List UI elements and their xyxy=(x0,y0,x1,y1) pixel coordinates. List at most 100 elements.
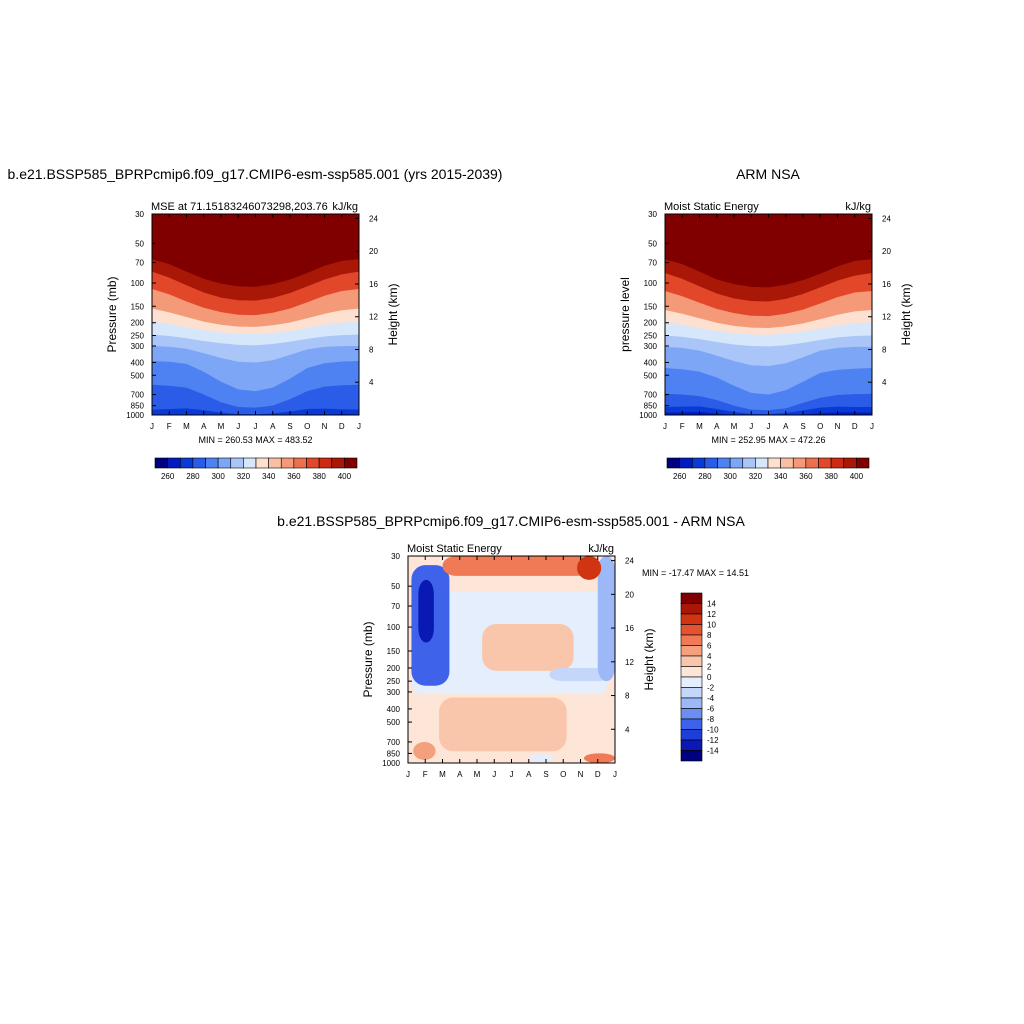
y-tick-label: 400 xyxy=(387,705,401,714)
color-bar-swatch xyxy=(205,457,219,469)
color-bar-swatch xyxy=(230,457,244,469)
chart-title: ARM NSA xyxy=(736,166,800,182)
color-bar-swatch xyxy=(680,624,703,636)
x-tick-label: A xyxy=(526,770,532,779)
color-bar-swatch xyxy=(680,739,703,751)
x-tick-label: D xyxy=(595,770,601,779)
color-bar-swatch xyxy=(154,457,168,469)
y-right-axis-label: Height (km) xyxy=(642,628,656,690)
y-tick-label: 30 xyxy=(391,552,400,561)
y-tick-label: 500 xyxy=(644,371,658,380)
y-tick-label: 150 xyxy=(387,647,401,656)
y-tick-label: 200 xyxy=(387,664,401,673)
y-tick-label: 1000 xyxy=(382,759,400,768)
y-right-axis-label: Height (km) xyxy=(899,283,913,345)
y-tick-label: 250 xyxy=(644,332,658,341)
x-tick-label: S xyxy=(800,422,805,431)
min-max-label: MIN = 252.95 MAX = 472.26 xyxy=(711,435,825,445)
color-bar-swatch xyxy=(742,457,756,469)
y-right-tick-label: 24 xyxy=(625,557,634,566)
y-tick-label: 300 xyxy=(131,342,145,351)
color-bar-label: 320 xyxy=(749,472,763,481)
color-bar-swatch xyxy=(767,457,781,469)
x-tick-label: J xyxy=(492,770,496,779)
y-right-tick-label: 12 xyxy=(625,658,634,667)
x-tick-label: D xyxy=(339,422,345,431)
x-tick-label: S xyxy=(543,770,548,779)
color-bar-swatch xyxy=(729,457,744,469)
color-bar-swatch xyxy=(680,592,703,604)
x-tick-label: J xyxy=(613,770,617,779)
y-tick-label: 200 xyxy=(131,319,145,328)
x-tick-label: J xyxy=(236,422,240,431)
y-tick-label: 250 xyxy=(131,332,145,341)
x-tick-label: J xyxy=(510,770,514,779)
x-tick-label: M xyxy=(439,770,446,779)
color-bar-swatch xyxy=(680,750,703,762)
color-bar-label: 6 xyxy=(707,642,712,651)
color-bar-label: -4 xyxy=(707,694,715,703)
x-tick-label: F xyxy=(680,422,685,431)
y-tick-label: 850 xyxy=(131,402,145,411)
x-tick-label: J xyxy=(767,422,771,431)
contour-band xyxy=(442,556,591,576)
color-bar-label: 400 xyxy=(850,472,864,481)
y-tick-label: 700 xyxy=(131,391,145,400)
color-bar: 260 280 300 320 340 360 380 400 xyxy=(666,457,870,481)
color-bar-swatch xyxy=(167,457,181,469)
color-bar-swatch xyxy=(792,457,807,469)
y-right-tick-label: 8 xyxy=(625,692,630,701)
x-tick-label: N xyxy=(578,770,584,779)
color-bar-label: 380 xyxy=(824,472,838,481)
color-bar-label: 300 xyxy=(211,472,225,481)
y-tick-label: 50 xyxy=(391,582,400,591)
y-tick-label: 100 xyxy=(644,279,658,288)
color-bar-swatch xyxy=(780,457,794,469)
color-bar-label: 340 xyxy=(262,472,276,481)
color-bar-swatch xyxy=(306,457,320,469)
color-bar-swatch xyxy=(268,457,282,469)
chart-panel: b.e21.BSSP585_BPRPcmip6.f09_g17.CMIP6-es… xyxy=(8,166,503,481)
color-bar-swatch xyxy=(680,718,703,730)
color-bar-label: 260 xyxy=(673,472,687,481)
y-right-tick-label: 20 xyxy=(369,247,378,256)
y-axis-label: Pressure (mb) xyxy=(105,276,119,352)
x-tick-label: J xyxy=(749,422,753,431)
subtitle-left: MSE at 71.15183246073298,203.76 xyxy=(151,201,328,213)
color-bar-swatch xyxy=(217,457,232,469)
y-tick-label: 850 xyxy=(644,402,658,411)
color-bar-label: -12 xyxy=(707,736,719,745)
color-bar-label: 380 xyxy=(312,472,326,481)
y-axis-label: pressure level xyxy=(618,277,632,352)
color-bar-swatch xyxy=(179,457,194,469)
color-bar-swatch xyxy=(331,457,345,469)
x-tick-label: J xyxy=(150,422,154,431)
color-bar-swatch xyxy=(680,676,703,688)
color-bar-swatch xyxy=(666,457,680,469)
color-bar-swatch xyxy=(679,457,693,469)
x-tick-label: F xyxy=(167,422,172,431)
color-bar-label: -8 xyxy=(707,715,715,724)
y-right-tick-label: 16 xyxy=(625,624,634,633)
color-bar-swatch xyxy=(680,697,703,709)
x-tick-label: J xyxy=(870,422,874,431)
contour-band xyxy=(439,697,567,752)
y-right-tick-label: 4 xyxy=(625,725,630,734)
x-tick-label: M xyxy=(218,422,225,431)
color-bar-label: 0 xyxy=(707,673,712,682)
y-right-tick-label: 8 xyxy=(369,345,374,354)
color-bar-swatch xyxy=(818,457,832,469)
color-bar-swatch xyxy=(680,666,703,678)
chart-title: b.e21.BSSP585_BPRPcmip6.f09_g17.CMIP6-es… xyxy=(8,166,503,182)
color-bar-swatch xyxy=(680,655,703,667)
subtitle-right: kJ/kg xyxy=(845,201,871,213)
x-tick-label: A xyxy=(457,770,463,779)
y-tick-label: 150 xyxy=(644,302,658,311)
color-bar-swatch xyxy=(280,457,295,469)
x-tick-label: M xyxy=(183,422,190,431)
color-bar: 260 280 300 320 340 360 380 400 xyxy=(154,457,358,481)
y-tick-label: 70 xyxy=(648,259,657,268)
contour-field xyxy=(665,214,872,415)
min-max-label: MIN = 260.53 MAX = 483.52 xyxy=(198,435,312,445)
contour-band xyxy=(152,384,359,415)
